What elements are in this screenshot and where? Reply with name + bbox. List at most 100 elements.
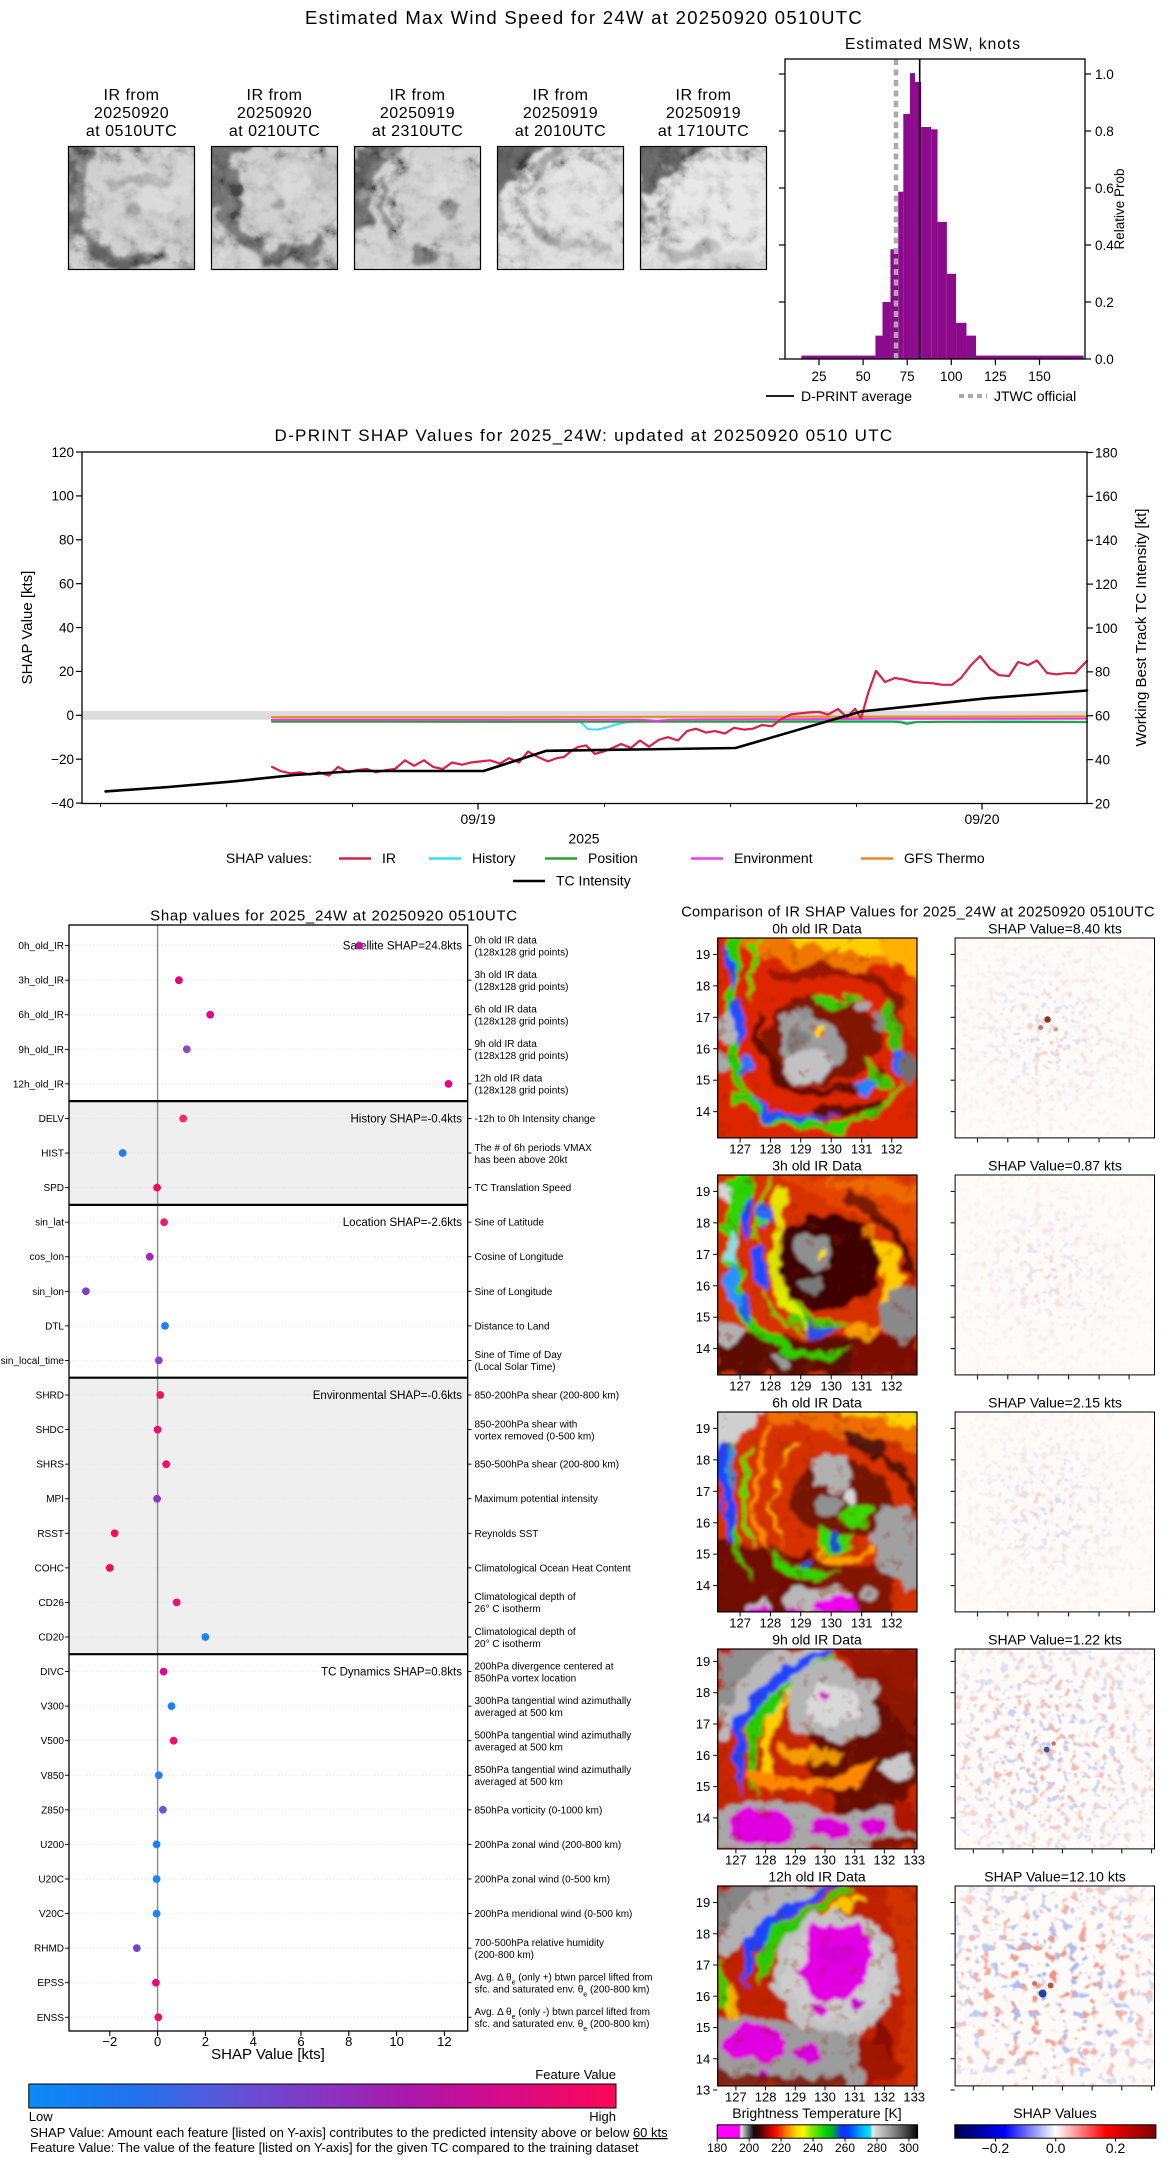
svg-text:280: 280 <box>867 2141 887 2155</box>
svg-text:130: 130 <box>814 2089 836 2104</box>
svg-text:130: 130 <box>820 1615 842 1630</box>
svg-text:SHAP Value=0.87 kts: SHAP Value=0.87 kts <box>988 1158 1122 1174</box>
svg-text:160: 160 <box>1095 489 1118 504</box>
svg-text:(128x128 grid points): (128x128 grid points) <box>475 982 569 993</box>
svg-text:DTL: DTL <box>45 1321 64 1332</box>
svg-text:19: 19 <box>696 1654 710 1669</box>
svg-text:averaged at 500 km: averaged at 500 km <box>475 1777 563 1788</box>
svg-text:SHAP Value=8.40 kts: SHAP Value=8.40 kts <box>988 921 1122 937</box>
svg-text:18: 18 <box>696 1926 710 1941</box>
svg-text:127: 127 <box>725 2089 747 2104</box>
svg-text:125: 125 <box>984 369 1007 384</box>
svg-text:Low: Low <box>29 2109 53 2124</box>
svg-text:Maximum potential intensity: Maximum potential intensity <box>475 1494 598 1505</box>
svg-text:V850: V850 <box>41 1771 65 1782</box>
svg-text:19: 19 <box>696 1421 710 1436</box>
svg-text:200hPa zonal wind (0-500 km): 200hPa zonal wind (0-500 km) <box>475 1874 611 1885</box>
svg-text:09/19: 09/19 <box>460 811 495 827</box>
svg-text:129: 129 <box>790 1141 812 1156</box>
svg-text:IR from: IR from <box>104 87 160 104</box>
svg-text:0.2: 0.2 <box>1095 295 1114 310</box>
svg-text:133: 133 <box>903 2089 925 2104</box>
svg-text:12h old IR data: 12h old IR data <box>475 1074 543 1085</box>
svg-text:sfc. and saturated env. θe (20: sfc. and saturated env. θe (200-800 km) <box>475 1985 650 1999</box>
svg-text:SHAP Value [kts]: SHAP Value [kts] <box>19 571 36 685</box>
svg-text:vortex removed (0-500 km): vortex removed (0-500 km) <box>475 1431 595 1442</box>
svg-text:16: 16 <box>696 1278 710 1293</box>
svg-text:D-PRINT SHAP Values for 2025_2: D-PRINT SHAP Values for 2025_24W: update… <box>275 426 894 445</box>
svg-text:60: 60 <box>59 576 74 591</box>
svg-text:3h old IR Data: 3h old IR Data <box>772 1158 862 1174</box>
svg-text:100: 100 <box>51 489 74 504</box>
svg-text:180: 180 <box>1095 445 1118 460</box>
svg-text:TC Translation Speed: TC Translation Speed <box>475 1183 572 1194</box>
svg-text:131: 131 <box>851 1615 873 1630</box>
svg-text:240: 240 <box>803 2141 823 2155</box>
svg-text:COHC: COHC <box>35 1563 64 1574</box>
svg-text:0.2: 0.2 <box>1106 2140 1126 2156</box>
svg-text:20: 20 <box>1095 796 1110 811</box>
svg-text:6h_old_IR: 6h_old_IR <box>18 1010 64 1021</box>
svg-text:0: 0 <box>66 708 74 723</box>
svg-text:Sine of Longitude: Sine of Longitude <box>475 1287 553 1298</box>
svg-text:0h old IR Data: 0h old IR Data <box>772 921 862 937</box>
svg-text:20250919: 20250919 <box>523 105 598 122</box>
svg-text:40: 40 <box>1095 752 1110 767</box>
svg-text:DIVC: DIVC <box>40 1667 64 1678</box>
svg-text:16: 16 <box>696 1989 710 2004</box>
svg-text:RSST: RSST <box>37 1529 64 1540</box>
svg-text:SHAP Value=12.10 kts: SHAP Value=12.10 kts <box>984 1869 1126 1885</box>
svg-text:500hPa tangential wind azimuth: 500hPa tangential wind azimuthally <box>475 1731 632 1742</box>
svg-text:MPI: MPI <box>46 1494 64 1505</box>
svg-text:18: 18 <box>696 1685 710 1700</box>
svg-text:Shap values for 2025_24W at 20: Shap values for 2025_24W at 20250920 051… <box>150 908 518 925</box>
svg-text:V300: V300 <box>41 1702 65 1713</box>
svg-text:14: 14 <box>696 1104 710 1119</box>
svg-text:133: 133 <box>903 1852 925 1867</box>
svg-text:Working Best Track TC Intensit: Working Best Track TC Intensity [kt] <box>1133 509 1150 747</box>
svg-text:12h_old_IR: 12h_old_IR <box>13 1079 64 1090</box>
svg-text:History SHAP=-0.4kts: History SHAP=-0.4kts <box>350 1113 462 1125</box>
svg-text:Z850: Z850 <box>41 1805 64 1816</box>
svg-text:Brightness Temperature [K]: Brightness Temperature [K] <box>732 2105 901 2121</box>
svg-text:SHDC: SHDC <box>36 1425 64 1436</box>
svg-text:128: 128 <box>755 2089 777 2104</box>
svg-text:14: 14 <box>696 1810 710 1825</box>
svg-text:300: 300 <box>899 2141 919 2155</box>
svg-text:20250919: 20250919 <box>666 105 741 122</box>
svg-text:Position: Position <box>588 850 638 866</box>
svg-text:26° C isotherm: 26° C isotherm <box>475 1604 541 1615</box>
svg-text:Sine of Latitude: Sine of Latitude <box>475 1218 545 1229</box>
svg-text:15: 15 <box>696 1310 710 1325</box>
svg-text:128: 128 <box>760 1378 782 1393</box>
svg-text:Estimated MSW, knots: Estimated MSW, knots <box>845 36 1021 53</box>
svg-text:140: 140 <box>1095 533 1118 548</box>
svg-text:SHAP values:: SHAP values: <box>226 850 312 866</box>
svg-text:13: 13 <box>696 2083 710 2098</box>
svg-text:sin_lat: sin_lat <box>35 1218 64 1229</box>
svg-text:18: 18 <box>696 1452 710 1467</box>
svg-text:SHAP Value=2.15 kts: SHAP Value=2.15 kts <box>988 1395 1122 1411</box>
svg-text:(200-800 km): (200-800 km) <box>475 1950 534 1961</box>
svg-text:Location SHAP=-2.6kts: Location SHAP=-2.6kts <box>343 1217 462 1229</box>
svg-text:History: History <box>472 850 516 866</box>
svg-text:SHRD: SHRD <box>36 1391 64 1402</box>
svg-text:at 0510UTC: at 0510UTC <box>86 123 177 140</box>
svg-text:−0.2: −0.2 <box>982 2140 1010 2156</box>
svg-text:40: 40 <box>59 620 74 635</box>
svg-text:Sine of Time of Day: Sine of Time of Day <box>475 1350 562 1361</box>
svg-text:0.8: 0.8 <box>1095 124 1114 139</box>
svg-text:Avg. Δ θe (only +) btwn parcel: Avg. Δ θe (only +) btwn parcel lifted fr… <box>475 1973 653 1987</box>
svg-text:-12h to 0h Intensity change: -12h to 0h Intensity change <box>475 1114 596 1125</box>
svg-text:cos_lon: cos_lon <box>30 1252 64 1263</box>
svg-text:2025: 2025 <box>568 831 599 847</box>
svg-text:17: 17 <box>696 1010 710 1025</box>
svg-text:20250920: 20250920 <box>237 105 312 122</box>
svg-text:128: 128 <box>760 1615 782 1630</box>
svg-text:260: 260 <box>835 2141 855 2155</box>
svg-text:19: 19 <box>696 947 710 962</box>
svg-text:CD20: CD20 <box>38 1633 64 1644</box>
svg-text:0.0: 0.0 <box>1046 2140 1066 2156</box>
svg-text:(128x128 grid points): (128x128 grid points) <box>475 1017 569 1028</box>
svg-text:132: 132 <box>881 1615 903 1630</box>
